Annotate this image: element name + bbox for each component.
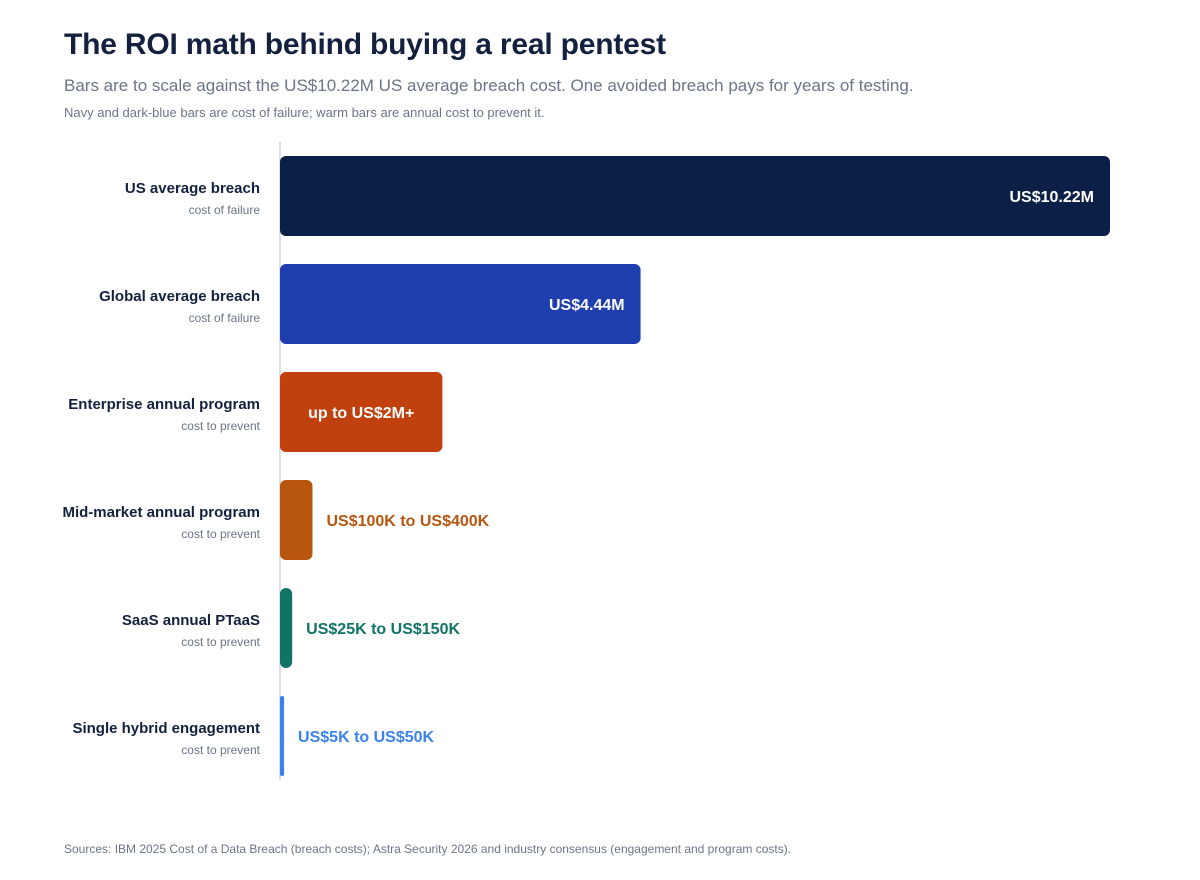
category-sublabel: cost to prevent bbox=[181, 527, 260, 541]
category-sublabel: cost of failure bbox=[189, 311, 261, 325]
category-label: SaaS annual PTaaS bbox=[122, 612, 260, 629]
bar bbox=[280, 156, 1110, 236]
data-label: US$4.44M bbox=[549, 297, 625, 314]
chart-note: Navy and dark-blue bars are cost of fail… bbox=[64, 105, 545, 120]
category-label: US average breach bbox=[125, 180, 260, 197]
category-sublabel: cost to prevent bbox=[181, 635, 260, 649]
category-label: Mid-market annual program bbox=[62, 504, 260, 521]
data-label: US$25K to US$150K bbox=[306, 621, 460, 638]
chart-title: The ROI math behind buying a real pentes… bbox=[64, 28, 666, 61]
category-label: Single hybrid engagement bbox=[72, 720, 260, 737]
chart-subtitle: Bars are to scale against the US$10.22M … bbox=[64, 76, 914, 95]
category-sublabel: cost of failure bbox=[189, 203, 261, 217]
data-label: US$10.22M bbox=[1010, 189, 1095, 206]
bar bbox=[280, 480, 313, 560]
category-sublabel: cost to prevent bbox=[181, 743, 260, 757]
bar bbox=[280, 588, 293, 668]
category-label: Enterprise annual program bbox=[68, 396, 260, 413]
data-label: US$100K to US$400K bbox=[326, 513, 489, 530]
category-label: Global average breach bbox=[99, 288, 260, 305]
source-note: Sources: IBM 2025 Cost of a Data Breach … bbox=[64, 842, 792, 856]
bar bbox=[280, 696, 285, 776]
category-sublabel: cost to prevent bbox=[181, 419, 260, 433]
data-label: up to US$2M+ bbox=[308, 405, 414, 422]
bar bbox=[280, 264, 641, 344]
bar bbox=[280, 372, 443, 452]
data-label: US$5K to US$50K bbox=[298, 729, 434, 746]
